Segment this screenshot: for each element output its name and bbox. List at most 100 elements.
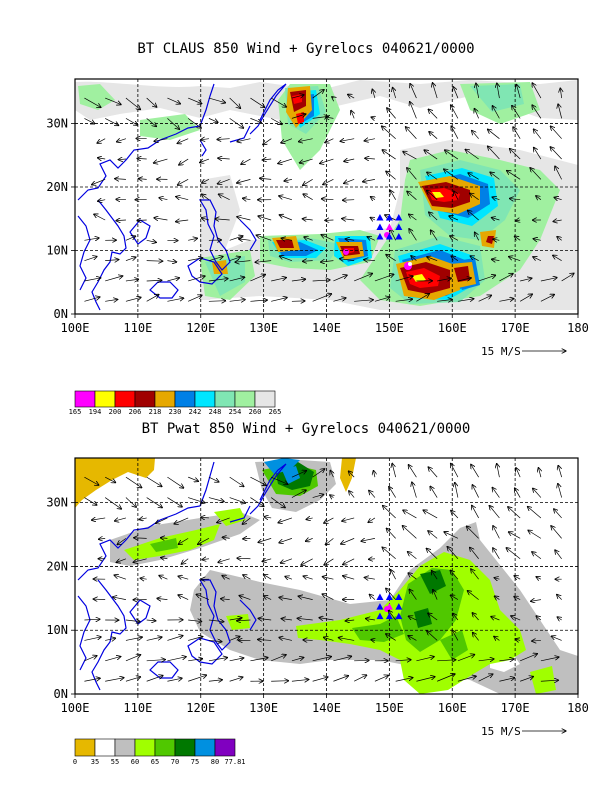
wind-vector [550, 126, 562, 139]
wind-vector [371, 117, 375, 118]
wind-vector [491, 218, 500, 220]
wind-vector [433, 589, 438, 600]
wind-vector [345, 239, 355, 240]
y-tick-label: 20N [46, 180, 68, 194]
wind-vector [408, 636, 417, 641]
colorbar-swatch [174, 390, 196, 408]
wind-vector [478, 674, 493, 682]
wind-vector [557, 594, 562, 600]
wind-vector [217, 139, 230, 140]
x-tick-label: 100E [61, 321, 90, 335]
wind-vector [364, 260, 375, 261]
wind-vector [386, 528, 396, 539]
wind-vector [550, 147, 562, 160]
wind-vector [454, 191, 459, 200]
wind-vector [218, 158, 230, 159]
wind-vector [116, 220, 126, 221]
wind-vector [154, 218, 168, 220]
wind-vector [437, 299, 452, 301]
wind-vector [437, 660, 456, 661]
colorbar-swatch [154, 738, 176, 757]
wind-vector [369, 594, 376, 600]
wind-vector [494, 596, 500, 600]
wind-vector [271, 278, 286, 282]
wind-vector [258, 639, 272, 640]
wind-vector [84, 278, 100, 282]
wind-vector [444, 150, 459, 160]
wind-vector [208, 476, 219, 482]
wind-vector [285, 576, 293, 579]
x-tick-label: 170E [501, 321, 530, 335]
wind-vector [188, 659, 203, 661]
wind-vector [125, 620, 140, 622]
gyre-location-marker [395, 593, 403, 601]
wind-vector [497, 463, 500, 478]
wind-vector [451, 126, 459, 139]
wind-vector [466, 526, 479, 539]
wind-vector [237, 179, 251, 183]
gyre-location-marker [376, 603, 384, 610]
wind-vector [423, 510, 438, 519]
wind-vector [105, 118, 119, 125]
wind-vector [453, 87, 459, 99]
wind-vector [98, 538, 106, 539]
wind-vector [509, 257, 521, 261]
panel-claus: 0N 10N 20N 30N 100E 110E 120E 130E 140E 150E 160E… [46, 78, 589, 416]
wind-vector [146, 620, 156, 621]
wind-vector [321, 199, 334, 200]
wind-vector [560, 88, 561, 99]
colorbar-label: 80 [211, 758, 219, 766]
wind-vector [494, 578, 500, 580]
colorbar-label: 200 [109, 408, 122, 416]
wind-vector [298, 596, 313, 600]
wind-vector [196, 594, 210, 600]
gyre-location-marker [395, 213, 403, 221]
wind-vector [531, 600, 541, 602]
wind-vector [408, 214, 417, 221]
wind-vector [84, 656, 97, 662]
gyre-location-marker [376, 233, 384, 240]
gyre-location-marker [385, 223, 393, 230]
wind-vector [243, 538, 251, 539]
wind-vector [298, 139, 313, 142]
wind-vector [159, 198, 168, 200]
wind-vector [472, 505, 479, 519]
wind-vector [229, 476, 244, 486]
wind-vector [447, 547, 459, 560]
wind-vector [470, 256, 479, 261]
y-tick-label: 30N [46, 116, 68, 130]
wind-vector [389, 486, 396, 498]
wind-vector [281, 238, 292, 240]
wind-vector [217, 517, 230, 523]
wind-vector [412, 482, 417, 498]
wind-vector [201, 218, 210, 220]
wind-vector [395, 678, 413, 682]
wind-vector [198, 538, 210, 544]
wind-vector [427, 257, 438, 261]
wind-vector [176, 197, 189, 200]
wind-vector [409, 229, 417, 241]
wind-vector [138, 179, 147, 180]
wind-vector [125, 236, 136, 241]
colorbar-swatch [94, 390, 116, 408]
gyre-location-marker [395, 603, 403, 610]
wind-vector [515, 220, 520, 221]
wind-vector [312, 494, 324, 497]
wind-vector [530, 168, 542, 180]
wind-vector [201, 139, 209, 140]
wind-vector [491, 616, 500, 620]
wind-vector [177, 179, 189, 185]
wind-vector [237, 620, 251, 621]
wind-vector [392, 87, 395, 99]
wind-vector [260, 178, 272, 179]
wind-vector [403, 151, 417, 160]
wind-vector [188, 258, 203, 261]
wind-vector [303, 194, 313, 200]
wind-vector [325, 138, 334, 143]
wind-vector [229, 636, 240, 641]
wind-vector [105, 97, 121, 105]
wind-vector [470, 547, 479, 559]
wind-vector [533, 239, 541, 241]
wind-vector [146, 240, 157, 242]
wind-vector [528, 530, 542, 539]
